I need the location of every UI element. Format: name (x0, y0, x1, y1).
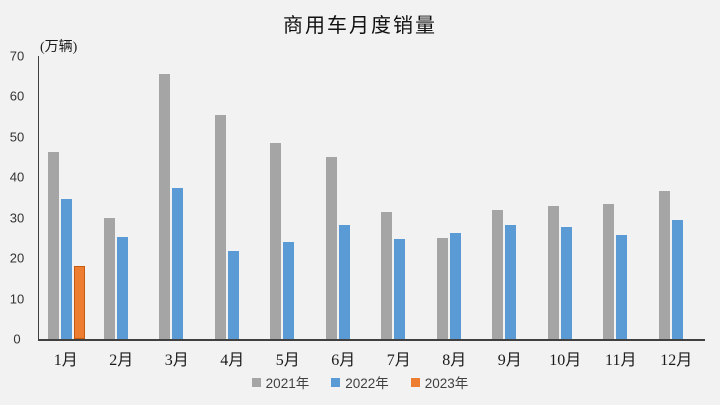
chart-title: 商用车月度销量 (283, 15, 437, 37)
bar-2022年-9月 (505, 225, 517, 339)
bar-2022年-10月 (560, 227, 572, 339)
x-axis-labels: 1月 2月 3月 4月 5月 6月 7月 8月 9月 10月 11月 12月 (38, 346, 704, 370)
x-axis-label-6月: 6月 (331, 352, 356, 369)
bar-2021年-8月 (436, 237, 448, 339)
bar-group-4月 (206, 56, 262, 339)
bar-2022年-5月 (283, 241, 295, 339)
legend-label: 2022年 (345, 376, 389, 391)
bar-2022年-2月 (116, 237, 128, 339)
bar-group-10月 (539, 56, 595, 339)
bar-group-6月 (317, 56, 373, 339)
legend-label: 2023年 (424, 376, 469, 391)
bar-2021年-9月 (492, 209, 504, 339)
x-axis-label-4月: 4月 (220, 352, 245, 369)
plot-area (38, 56, 705, 341)
bar-2022年-12月 (671, 219, 683, 339)
bar-2021年-5月 (270, 142, 282, 339)
bar-group-5月 (261, 56, 317, 339)
bar-2021年-7月 (381, 211, 393, 339)
x-axis-label-2月: 2月 (109, 352, 134, 369)
x-axis-label-1月: 1月 (53, 352, 78, 369)
bar-2021年-6月 (325, 157, 337, 339)
y-axis-tick-label: 40 (9, 169, 25, 185)
bar-2022年-4月 (227, 250, 239, 339)
bar-2022年-8月 (449, 233, 461, 339)
y-axis-tick-label: 50 (9, 129, 25, 145)
legend-swatch-icon (410, 377, 420, 387)
x-axis-label-5月: 5月 (275, 352, 300, 369)
bar-2023年-1月 (74, 265, 86, 339)
bar-group-11月 (594, 56, 650, 339)
bar-group-12月 (650, 56, 706, 339)
bar-2021年-11月 (603, 204, 615, 339)
y-axis-tick-label: 70 (9, 48, 25, 64)
y-axis-tick-label: 30 (9, 210, 25, 226)
y-axis-unit-label: (万辆) (40, 40, 78, 55)
bar-2021年-3月 (159, 74, 171, 339)
x-axis-label-12月: 12月 (660, 352, 693, 369)
bar-2021年-12月 (658, 191, 670, 339)
bar-2021年-10月 (547, 206, 559, 339)
legend-item-2021年: 2021年 (251, 372, 310, 392)
bar-group-7月 (372, 56, 428, 339)
x-axis-label-3月: 3月 (164, 352, 189, 369)
legend-item-2023年: 2023年 (410, 372, 469, 392)
legend-item-2022年: 2022年 (331, 372, 389, 392)
bar-group-1月 (39, 56, 95, 339)
bar-2022年-1月 (61, 199, 73, 339)
bar-group-9月 (483, 56, 539, 339)
bar-2022年-3月 (172, 188, 184, 339)
bar-2022年-7月 (394, 238, 406, 339)
legend-swatch-icon (251, 377, 261, 387)
legend: 2021年 2022年 2023年 (0, 372, 720, 392)
y-axis-tick-label: 20 (9, 250, 25, 266)
x-axis-label-10月: 10月 (549, 352, 582, 369)
x-axis-label-9月: 9月 (497, 352, 522, 369)
bar-2021年-2月 (103, 217, 115, 339)
legend-swatch-icon (331, 377, 341, 387)
y-axis-tick-label: 0 (13, 331, 21, 347)
bar-2021年-1月 (48, 151, 60, 339)
bar-group-2月 (95, 56, 151, 339)
y-axis-tick-label: 10 (9, 291, 25, 307)
bar-2022年-6月 (338, 224, 350, 339)
legend-label: 2021年 (265, 376, 310, 391)
bar-2021年-4月 (214, 115, 226, 339)
y-axis-tick-label: 60 (9, 88, 25, 104)
bar-2022年-11月 (616, 235, 628, 339)
x-axis-label-8月: 8月 (442, 352, 467, 369)
bar-group-3月 (150, 56, 206, 339)
x-axis-label-11月: 11月 (605, 352, 637, 369)
x-axis-label-7月: 7月 (386, 352, 411, 369)
bar-group-8月 (428, 56, 484, 339)
